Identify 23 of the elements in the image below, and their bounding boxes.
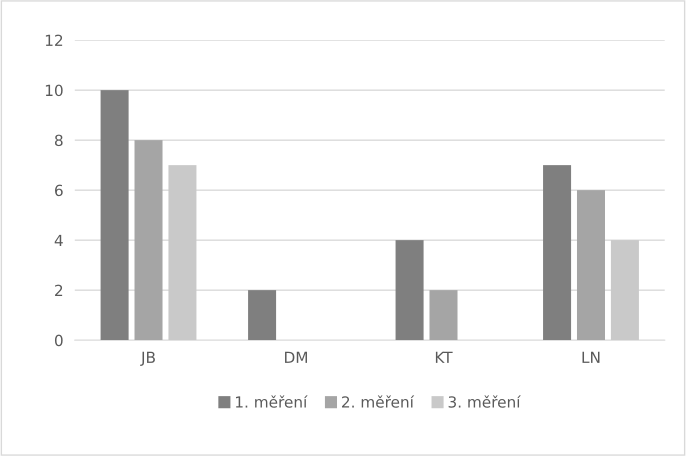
legend-label: 1. měření [236,395,308,408]
y-tick-label: 12 [46,34,62,46]
bar [100,90,129,340]
bar [168,165,196,340]
bar [576,190,605,340]
x-tick-label: JB [140,352,155,366]
x-tick-label: KT [436,352,453,363]
x-tick-label: LN [582,352,600,363]
x-tick-label: DM [285,352,307,363]
bar [429,290,458,340]
y-tick-label: 10 [46,84,63,96]
y-tick-label: 4 [54,234,63,246]
y-tick-label: 6 [55,184,63,196]
bar [610,240,639,340]
bar [134,140,163,340]
y-tick-label: 0 [54,334,63,346]
bar [543,165,572,340]
legend-label: 2. měření [342,395,414,408]
y-tick-label: 8 [54,134,63,146]
bar [248,290,276,340]
legend-label: 3. měření [448,395,521,408]
bar [396,240,424,340]
y-tick-label: 2 [55,284,62,296]
